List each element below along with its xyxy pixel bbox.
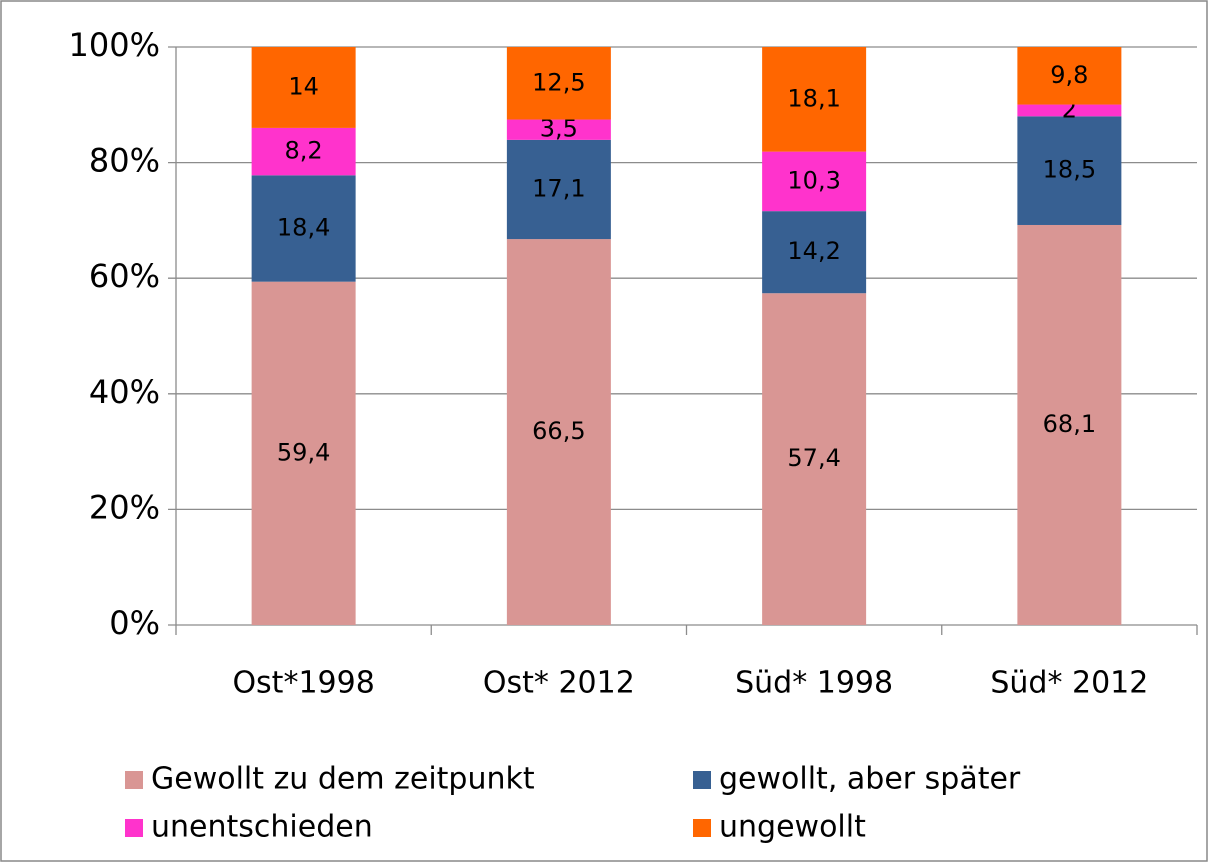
- x-tick-label: Süd* 2012: [990, 666, 1148, 701]
- legend-swatch: [693, 819, 711, 837]
- legend-label: gewollt, aber später: [719, 762, 1021, 797]
- data-label: 8,2: [285, 137, 323, 165]
- data-label: 14: [288, 72, 319, 100]
- data-label: 9,8: [1050, 61, 1088, 89]
- data-label: 68,1: [1043, 410, 1096, 438]
- bar-segment: [1017, 104, 1122, 117]
- y-tick-label: 60%: [89, 257, 160, 295]
- bar-segment: [251, 127, 356, 176]
- legend-label: Gewollt zu dem zeitpunkt: [151, 762, 535, 797]
- y-tick-label: 100%: [69, 26, 160, 64]
- x-tick-label: Ost*1998: [232, 666, 374, 701]
- data-label: 14,2: [787, 237, 840, 265]
- y-tick-label: 40%: [89, 373, 160, 411]
- y-tick-label: 0%: [109, 604, 160, 642]
- data-label: 18,5: [1043, 156, 1096, 184]
- legend-swatch: [693, 771, 711, 789]
- data-label: 18,4: [277, 213, 330, 241]
- bar-segment: [251, 47, 356, 128]
- data-label: 17,1: [532, 174, 585, 202]
- data-label: 59,4: [277, 438, 330, 466]
- legend-label: unentschieden: [151, 810, 373, 845]
- bar-segment: [762, 151, 867, 212]
- legend-swatch: [125, 819, 143, 837]
- bar-segment: [506, 139, 611, 240]
- data-label: 12,5: [532, 68, 585, 96]
- bar-segment: [506, 47, 611, 120]
- bar-segment: [506, 239, 611, 625]
- data-label: 10,3: [787, 166, 840, 194]
- data-label: 66,5: [532, 417, 585, 445]
- legend-swatch: [125, 771, 143, 789]
- y-tick-label: 20%: [89, 488, 160, 526]
- bar-segment: [762, 293, 867, 625]
- bar-segment: [1017, 116, 1122, 225]
- data-label: 57,4: [787, 444, 840, 472]
- bar-segment: [762, 211, 867, 294]
- x-tick-label: Ost* 2012: [483, 666, 635, 701]
- y-tick-label: 80%: [89, 142, 160, 180]
- x-tick-label: Süd* 1998: [735, 666, 893, 701]
- bar-segment: [251, 281, 356, 625]
- bar-segment: [1017, 47, 1122, 105]
- legend-label: ungewollt: [719, 810, 866, 845]
- bar-segment: [506, 119, 611, 140]
- data-label: 18,1: [787, 84, 840, 112]
- bar-segment: [251, 175, 356, 282]
- bar-segment: [762, 47, 867, 152]
- bar-segment: [1017, 224, 1122, 626]
